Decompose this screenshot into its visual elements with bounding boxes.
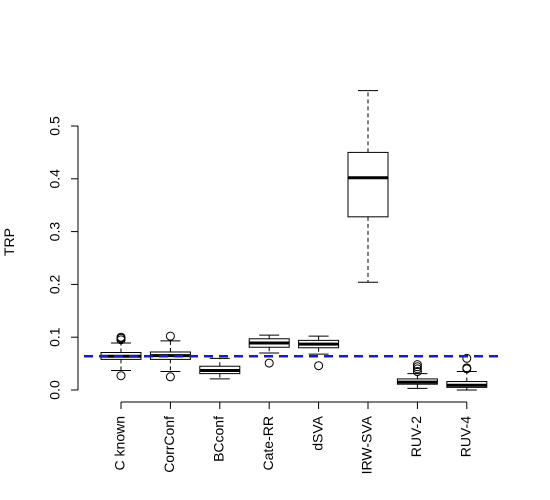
outlier-point	[462, 353, 472, 363]
box-group	[149, 331, 191, 382]
box-iqr	[347, 151, 389, 218]
box-group	[199, 357, 241, 380]
box-group	[396, 360, 438, 389]
x-tick-label: C known	[112, 416, 128, 470]
x-tick-label: RUV-4	[458, 416, 474, 457]
y-tick-label: 0.2	[47, 274, 63, 294]
box-group	[347, 90, 389, 283]
outlier-point	[412, 362, 422, 372]
x-tick-label: BCconf	[211, 416, 227, 462]
outlier-point	[314, 361, 324, 371]
box-group	[298, 335, 340, 371]
box-group	[248, 334, 290, 368]
y-tick-label: 0.5	[47, 116, 63, 136]
outlier-point	[462, 363, 472, 373]
y-ticks: 0.0 0.1 0.2 0.3 0.4 0.5	[47, 116, 78, 400]
outlier-point	[412, 364, 422, 374]
y-tick-label: 0.0	[47, 380, 63, 400]
y-tick-label: 0.1	[47, 327, 63, 347]
y-tick-label: 0.4	[47, 169, 63, 189]
boxes	[100, 90, 488, 391]
outlier-point	[412, 367, 422, 377]
outlier-point	[116, 371, 126, 381]
y-tick-label: 0.3	[47, 222, 63, 242]
outlier-point	[165, 331, 175, 341]
x-tick-label: CorrConf	[161, 416, 177, 473]
outlier-point	[264, 358, 274, 368]
x-tick-label: IRW-SVA	[359, 415, 375, 474]
box-group	[446, 353, 488, 391]
x-ticks: C known CorrConf BCconf Cate-RR dSVA IRW-SVA R…	[112, 402, 474, 474]
outlier-point	[116, 332, 126, 342]
outlier-point	[165, 372, 175, 382]
outlier-point	[412, 360, 422, 370]
y-axis-label: TRP	[1, 228, 17, 256]
x-tick-label: RUV-2	[408, 416, 424, 457]
x-tick-label: dSVA	[309, 415, 325, 450]
x-tick-label: Cate-RR	[260, 416, 276, 470]
